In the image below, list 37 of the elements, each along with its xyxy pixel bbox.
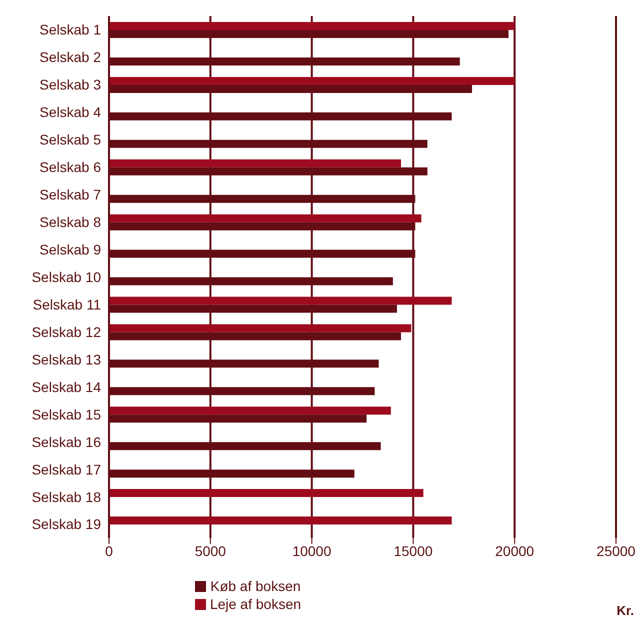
y-tick-label: Selskab 10 bbox=[32, 268, 102, 285]
bar bbox=[109, 324, 412, 332]
x-tick-label: 20000 bbox=[495, 542, 534, 559]
y-tick-label: Selskab 1 bbox=[40, 22, 102, 38]
x-axis-title: Kr. bbox=[616, 603, 634, 618]
bar bbox=[109, 76, 515, 85]
y-tick-label: Selskab 19 bbox=[32, 516, 102, 532]
bar bbox=[109, 516, 452, 525]
bar bbox=[109, 159, 402, 168]
x-tick-label: 5000 bbox=[194, 542, 226, 559]
y-tick-label: Selskab 5 bbox=[40, 132, 102, 148]
y-tick-label: Selskab 3 bbox=[40, 76, 102, 93]
y-tick-label: Selskab 14 bbox=[32, 378, 102, 395]
bar bbox=[109, 406, 391, 415]
x-tick-label: 10000 bbox=[292, 542, 332, 559]
y-tick-label: Selskab 18 bbox=[32, 488, 102, 505]
y-tick-label: Selskab 16 bbox=[32, 434, 102, 450]
y-tick-label: Selskab 6 bbox=[40, 159, 102, 176]
bar bbox=[109, 22, 515, 30]
x-tick-label: 25000 bbox=[596, 542, 636, 559]
y-tick-label: Selskab 12 bbox=[32, 324, 102, 340]
x-tick-label: 15000 bbox=[394, 542, 433, 559]
y-tick-label: Selskab 8 bbox=[40, 214, 102, 230]
legend-label: Leje af boksen bbox=[210, 596, 302, 612]
y-tick-label: Selskab 4 bbox=[40, 104, 102, 120]
y-tick-label: Selskab 13 bbox=[32, 351, 102, 368]
bar bbox=[109, 214, 422, 222]
y-tick-label: Selskab 2 bbox=[40, 49, 102, 66]
bar bbox=[109, 296, 452, 305]
legend-label: Køb af boksen bbox=[210, 578, 301, 594]
y-tick-label: Selskab 9 bbox=[40, 241, 102, 258]
y-tick-label: Selskab 15 bbox=[32, 406, 102, 422]
bar bbox=[109, 489, 424, 498]
y-tick-label: Selskab 7 bbox=[40, 186, 102, 203]
x-tick-label: 0 bbox=[105, 542, 114, 559]
y-tick-label: Selskab 17 bbox=[32, 461, 102, 478]
y-tick-label: Selskab 11 bbox=[32, 296, 102, 312]
